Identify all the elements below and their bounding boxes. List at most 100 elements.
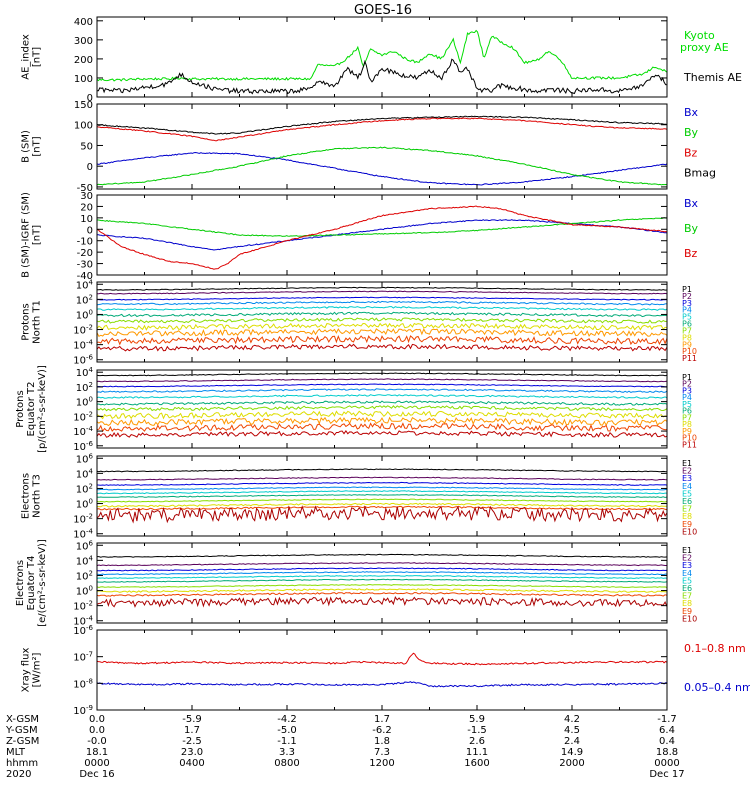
y-tick-label: 100 — [76, 585, 93, 598]
panel-ae-data — [97, 29, 667, 95]
y-axis-label: [W/m²] — [32, 652, 43, 687]
channel-line-e1 — [97, 468, 667, 473]
date-end-label: Dec 17 — [649, 769, 684, 780]
series-line-kyoto-proxy-ae — [97, 29, 667, 82]
y-tick-label: 102 — [76, 569, 93, 582]
y-tick-label: 100 — [76, 396, 93, 409]
legend-entry: E3 — [682, 561, 692, 570]
legend-entry: E9 — [682, 607, 692, 616]
y-tick-label: 10-2 — [73, 324, 93, 337]
channel-line-e4 — [97, 571, 667, 576]
legend-entry: E1 — [682, 546, 692, 555]
channel-line-p8 — [97, 322, 667, 331]
legend-entry: Bx — [684, 197, 699, 210]
legend-entry: P2 — [682, 380, 692, 389]
panel-b-legend: Bx By Bz Bmag — [684, 106, 716, 180]
y-tick-label: -10 — [77, 237, 93, 248]
legend-entry: E6 — [682, 584, 692, 593]
ephemeris-value: 0.4 — [659, 736, 675, 747]
legend-entry: E7 — [682, 592, 692, 601]
legend-entry: E2 — [682, 467, 692, 476]
channel-line-p3 — [97, 383, 667, 388]
y-axis-label: B (SM)-IGRF (SM) — [21, 192, 32, 278]
legend-entry: E5 — [682, 489, 692, 498]
legend-entry: P8 — [682, 333, 692, 342]
ephemeris-value: 18.8 — [656, 747, 678, 758]
legend-entry: P7 — [682, 413, 692, 422]
legend-entry: P5 — [682, 400, 692, 409]
legend-entry: Bx — [684, 106, 699, 119]
channel-line-e1 — [97, 553, 667, 558]
y-axis-label: [nT] — [32, 136, 43, 156]
channel-line-e2 — [97, 476, 667, 481]
y-tick-label: 10-6 — [73, 440, 93, 453]
ephemeris-value: 14.9 — [561, 747, 583, 758]
panel-b: -50 0 50 100 150 B (SM) [nT] Bx By Bz Bmag — [21, 100, 717, 194]
y-tick-label: -50 — [77, 183, 93, 194]
ephemeris-row-label: MLT — [6, 747, 26, 758]
legend-entry: P1 — [682, 373, 692, 382]
y-tick-label: 10-2 — [73, 600, 93, 613]
legend-entry: P9 — [682, 340, 692, 349]
channel-line-p6 — [97, 400, 667, 406]
ephemeris-value: 0.0 — [89, 725, 105, 736]
legend-entry: P7 — [682, 326, 692, 335]
series-line-themis-ae — [97, 58, 667, 95]
channel-line-p7 — [97, 405, 667, 412]
ephemeris-value: 1200 — [369, 758, 394, 769]
y-tick-label: 0 — [87, 162, 93, 173]
y-axis-label: North T1 — [32, 300, 43, 344]
panel-db-data — [97, 205, 667, 270]
channel-line-p2 — [97, 378, 667, 383]
y-tick-label: 0 — [87, 93, 93, 104]
y-axis-label: Equator T4 — [26, 556, 37, 611]
panel-b-data — [97, 115, 667, 186]
y-tick-label: 10-2 — [73, 513, 93, 526]
channel-line-e6 — [97, 578, 667, 583]
y-axis-label: Electrons — [21, 473, 32, 519]
ephemeris-value: 0.0 — [89, 714, 105, 725]
y-tick-label: 10-4 — [73, 339, 93, 352]
legend-entry: P6 — [682, 407, 692, 416]
ephemeris-value: 2.6 — [469, 736, 485, 747]
ephemeris-value: 1.7 — [374, 714, 390, 725]
channel-line-e5 — [97, 490, 667, 495]
panel-p_equator-data — [97, 372, 667, 438]
y-tick-label: 100 — [76, 498, 93, 511]
panel-frame — [96, 629, 668, 711]
panel-frame — [96, 16, 668, 98]
y-tick-label: -40 — [77, 271, 93, 282]
ephemeris-value: -5.0 — [277, 725, 297, 736]
year-label: 2020 — [6, 769, 31, 780]
y-axis-label: Protons — [15, 390, 26, 427]
y-tick-label: 10 — [80, 214, 93, 225]
legend-entry: P10 — [682, 347, 697, 356]
ephemeris-value: 1600 — [464, 758, 489, 769]
channel-line-p3 — [97, 296, 667, 301]
ephemeris-row-label: Y-GSM — [5, 725, 38, 736]
y-axis-label: Electrons — [15, 560, 26, 606]
ephemeris-value: 0800 — [274, 758, 299, 769]
legend-entry: E7 — [682, 505, 692, 514]
y-tick-label: 104 — [76, 366, 94, 379]
legend-entry: E4 — [682, 482, 692, 491]
ephemeris-value: 0000 — [654, 758, 679, 769]
legend-entry: P3 — [682, 299, 692, 308]
y-axis-label: [e/(cm²-s-sr-keV)] — [37, 539, 48, 627]
ephemeris-row-label: hhmm — [6, 758, 38, 769]
legend-entry: proxy AE — [680, 41, 729, 54]
series-line-bz — [97, 117, 667, 142]
y-tick-label: 102 — [76, 293, 93, 306]
panel-xray-legend: 0.1–0.8 nm 0.05–0.4 nm — [684, 642, 750, 694]
ephemeris-value: -6.2 — [372, 725, 392, 736]
legend-entry: P2 — [682, 292, 692, 301]
channel-line-e8 — [97, 502, 667, 508]
y-tick-label: 104 — [76, 467, 94, 480]
date-start-label: Dec 16 — [79, 769, 114, 780]
channel-line-e2 — [97, 562, 667, 567]
